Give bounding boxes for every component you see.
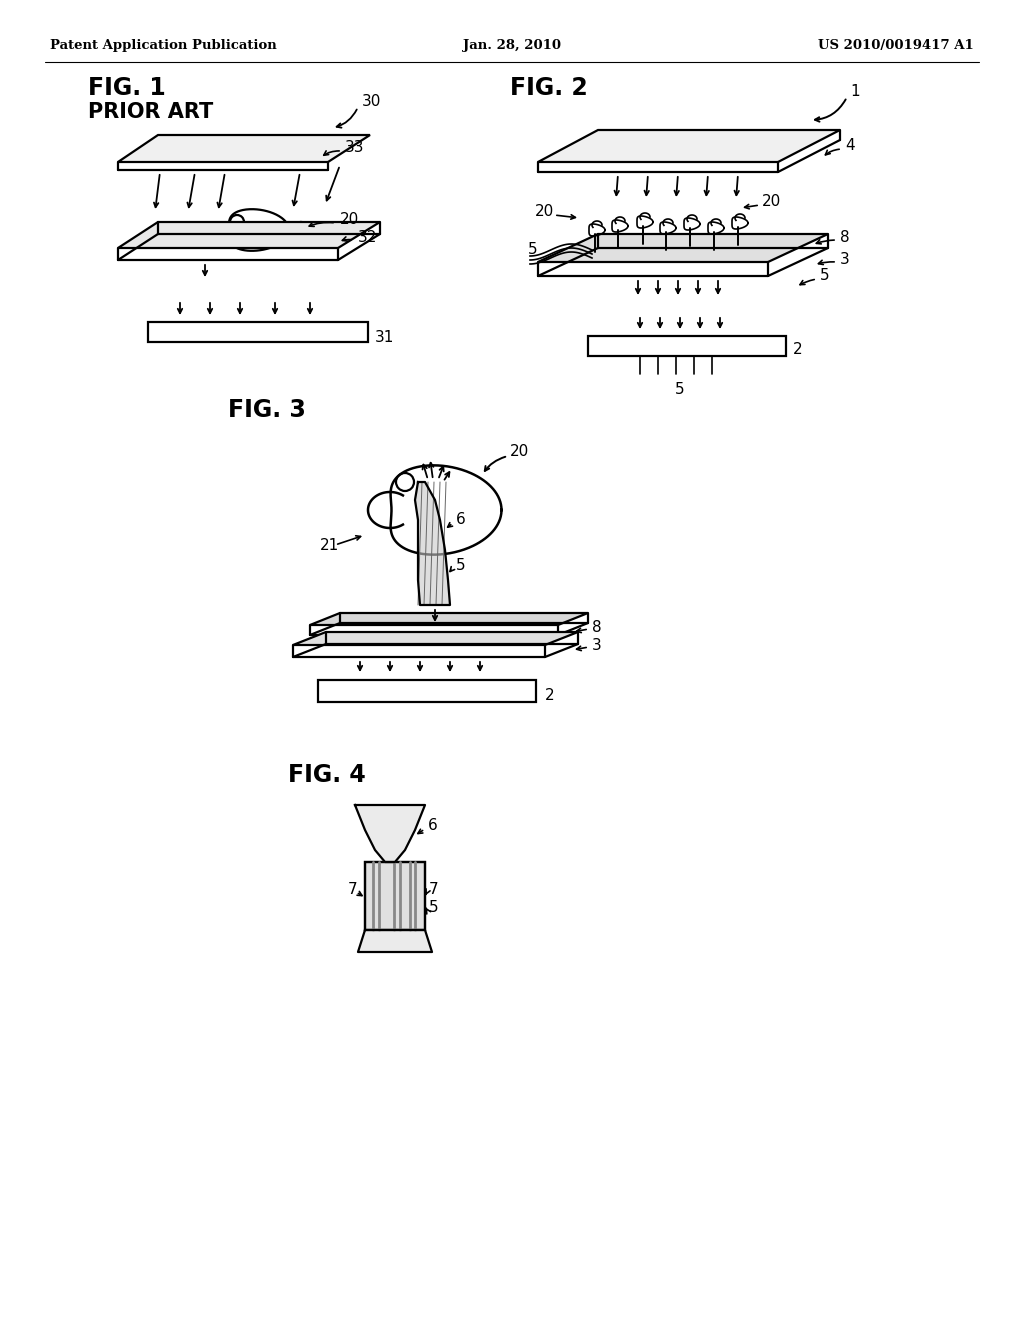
Text: 4: 4 (845, 139, 855, 153)
Text: Patent Application Publication: Patent Application Publication (50, 38, 276, 51)
Text: FIG. 1: FIG. 1 (88, 77, 166, 100)
Text: 20: 20 (535, 205, 554, 219)
Text: 8: 8 (840, 231, 850, 246)
Text: 8: 8 (592, 619, 602, 635)
Text: 20: 20 (762, 194, 781, 210)
Text: 3: 3 (840, 252, 850, 268)
Text: 1: 1 (850, 84, 859, 99)
Text: 30: 30 (362, 95, 381, 110)
Polygon shape (355, 805, 425, 862)
Text: 32: 32 (358, 231, 378, 246)
Bar (365, 862, 425, 931)
Text: PRIOR ART: PRIOR ART (88, 102, 213, 121)
Text: FIG. 2: FIG. 2 (510, 77, 588, 100)
Bar (588, 337, 786, 356)
Text: 7: 7 (429, 883, 438, 898)
Polygon shape (358, 931, 432, 952)
Polygon shape (293, 632, 578, 645)
Text: 21: 21 (319, 537, 339, 553)
Polygon shape (118, 135, 370, 162)
Text: 33: 33 (345, 140, 365, 156)
Text: FIG. 4: FIG. 4 (288, 763, 366, 787)
Polygon shape (538, 234, 828, 261)
Bar (148, 322, 368, 342)
Text: 7: 7 (348, 883, 357, 898)
Text: Jan. 28, 2010: Jan. 28, 2010 (463, 38, 561, 51)
Polygon shape (415, 482, 450, 605)
Bar (318, 680, 536, 702)
Text: 31: 31 (375, 330, 394, 345)
Text: 20: 20 (340, 213, 359, 227)
Text: 2: 2 (545, 688, 555, 702)
Text: US 2010/0019417 A1: US 2010/0019417 A1 (818, 38, 974, 51)
Polygon shape (538, 129, 840, 162)
Text: 5: 5 (820, 268, 829, 284)
Text: 20: 20 (510, 445, 529, 459)
Text: FIG. 3: FIG. 3 (228, 399, 306, 422)
Text: 3: 3 (592, 638, 602, 652)
Text: 5: 5 (429, 900, 438, 916)
Text: 5: 5 (456, 557, 466, 573)
Bar (365, 862, 425, 931)
Text: 2: 2 (793, 342, 803, 358)
Text: 5: 5 (528, 243, 538, 257)
Text: 5: 5 (675, 383, 685, 397)
Polygon shape (310, 612, 588, 624)
Text: 6: 6 (456, 512, 466, 528)
Text: 6: 6 (428, 818, 437, 833)
Polygon shape (118, 222, 380, 248)
